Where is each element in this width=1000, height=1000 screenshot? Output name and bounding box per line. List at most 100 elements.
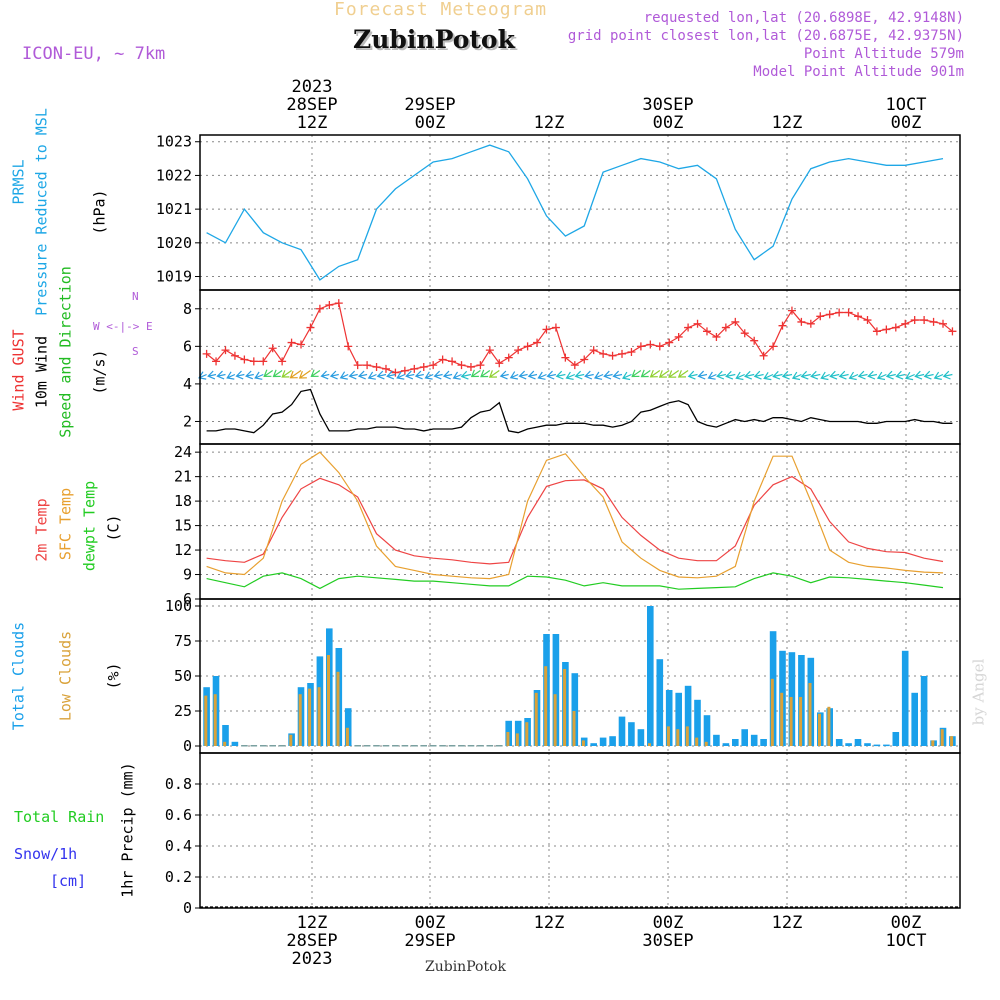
low-cloud-bar [204,695,208,746]
wind-gust-marker [466,363,475,371]
wind-gust-marker [702,327,711,336]
wind-gust-marker [533,338,542,347]
y-tick-label: 0.4 [165,837,192,855]
temp-sfc-line [206,451,944,580]
wind-direction-arrow [310,369,321,378]
wind-gust-marker [476,361,485,370]
total-cloud-bar [873,744,881,747]
low-cloud-bar [525,722,529,746]
total-cloud-bar [429,745,437,747]
wind-direction-arrow [622,371,632,381]
wind-gust-marker [448,357,457,366]
panel-frame [199,443,961,600]
wind-gust-marker [344,342,353,351]
total-cloud-bar [269,745,276,747]
low-cloud-bar [327,655,330,746]
total-cloud-bar [420,745,427,747]
low-cloud-bar [515,733,519,746]
wind-direction-arrow [603,370,613,380]
wind-direction-arrow [829,370,840,380]
wind-gust-marker [599,349,608,358]
low-cloud-bar [345,727,349,746]
y-tick-label: 0.8 [165,775,192,793]
wind-direction-arrow [565,371,576,380]
wind-gust-marker [825,310,834,319]
wind-direction-arrow [376,370,387,380]
wind-direction-arrow [414,370,424,380]
wind-direction-arrow [584,370,594,380]
low-cloud-bar [317,687,321,746]
wind-direction-arrow [329,370,339,380]
wind-direction-arrow [923,370,934,380]
compass-south: S [132,345,139,358]
y-tick-label: 75 [174,632,192,650]
total-cloud-bar [637,729,645,746]
low-cloud-bar [308,688,312,746]
total-cloud-bar [250,745,258,747]
wind-gust-marker [372,363,381,371]
wind-gust-marker [806,319,815,328]
wind-gust-marker [419,363,428,371]
total-cloud-bar [363,745,371,747]
y-tick-label: 9 [183,566,192,584]
wind-gust-marker [618,349,627,358]
wind-gust-marker [334,299,343,308]
wind-direction-arrow [781,370,793,380]
wind-direction-arrow [594,371,604,380]
bottom-time-label: 00Z [415,913,446,933]
total-cloud-bar [382,745,390,747]
total-cloud-bar [892,732,900,746]
low-cloud-bar [685,726,689,746]
low-cloud-bar [770,678,774,746]
wind-gust-marker [410,364,419,373]
y-tick-label: 6 [183,337,192,355]
total-cloud-bar [571,673,579,746]
wind-direction-arrow [791,371,802,381]
point-altitude: Point Altitude 579m [803,46,964,62]
wind-gust-marker [674,332,683,341]
y-tick-label: 6 [183,590,192,608]
wind-direction-arrow [348,370,358,380]
bottom-time-label: 28SEP [286,931,337,951]
total-cloud-bar [590,743,597,746]
wind-gust-marker [457,361,466,370]
low-cloud-bar [506,732,510,746]
wind-gust-marker [551,323,560,332]
bottom-time-label: 12Z [534,913,565,933]
wind-gust-marker [872,327,881,336]
low-cloud-bar [298,694,302,746]
total-cloud-bar [703,715,711,746]
wind-gust-marker [542,325,551,334]
wind-gust-marker [212,357,221,366]
location-title: ZubinPotok [353,25,515,54]
wind-direction-arrow [744,370,755,380]
wind-gust-marker [495,359,504,368]
wind-direction-arrow [226,371,236,380]
low-cloud-bar [289,734,293,746]
low-cloud-bar [808,683,812,746]
wind-gust-marker [391,368,400,377]
wind-gust-marker [929,317,938,326]
low-cloud-bar [931,740,935,746]
temp-dewpt-line [206,572,944,590]
total-cloud-bar [656,659,664,746]
total-cloud-bar [760,739,767,746]
wind-direction-arrow [885,370,896,380]
wind-direction-arrow [753,370,764,380]
y-tick-label: 12 [174,541,192,559]
panel-frame [199,752,961,909]
top-time-label: 1OCT [886,95,927,115]
low-cloud-bar [827,706,831,746]
wind-gust-marker [721,323,730,332]
total-cloud-bar [599,737,607,746]
low-cloud-bar [780,692,784,746]
wind-gust-marker [769,342,778,351]
bottom-time-label: 12Z [772,913,803,933]
wind-direction-arrow [424,371,434,380]
wind-gust-marker [485,346,494,355]
wind-direction-arrow [298,370,311,379]
wind-gust-marker [627,347,636,356]
total-cloud-bar [722,743,730,746]
wind-gust-marker [778,321,787,330]
top-time-label: 12Z [534,113,565,133]
